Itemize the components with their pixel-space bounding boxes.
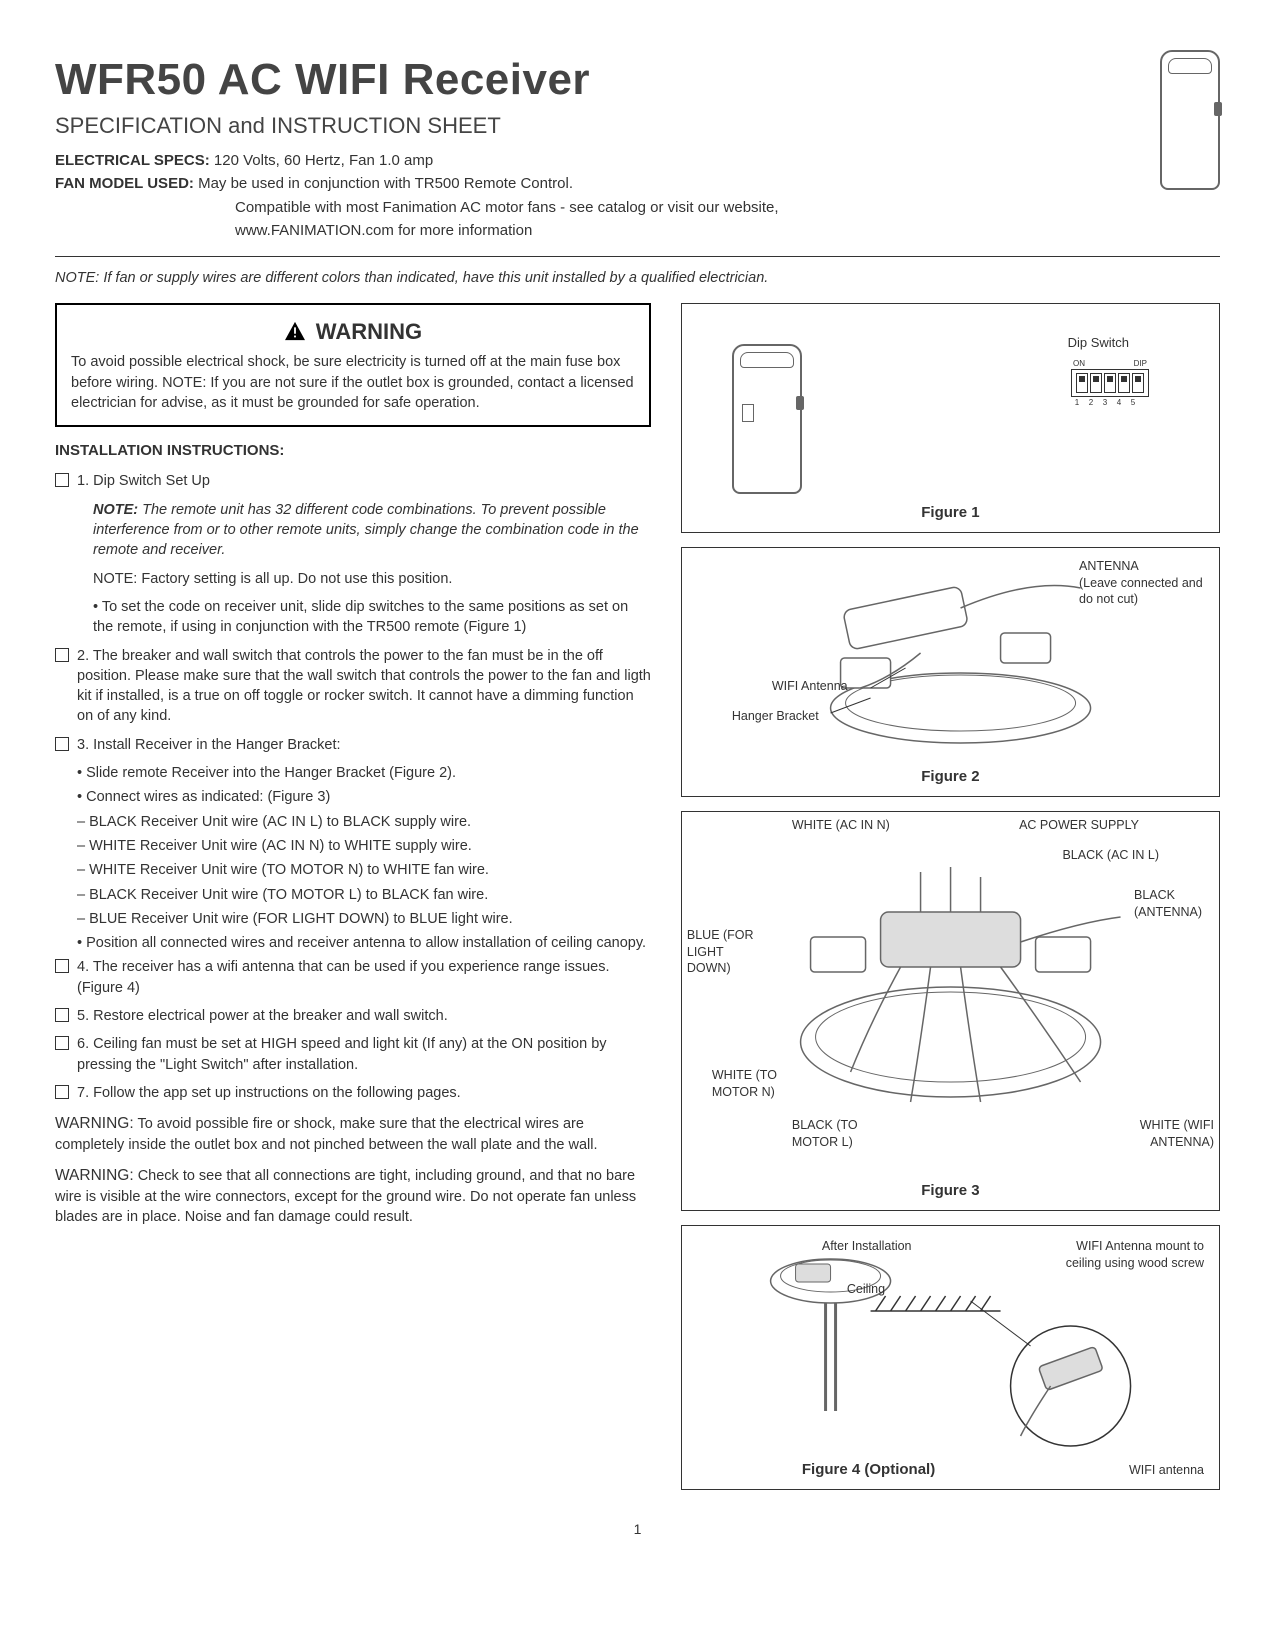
step-3: 3. Install Receiver in the Hanger Bracke… [55,735,651,755]
figure-3-caption: Figure 3 [682,1181,1219,1201]
step-7-text: 7. Follow the app set up instructions on… [77,1083,651,1103]
checkbox-7[interactable] [55,1085,69,1099]
warning-body: To avoid possible electrical shock, be s… [71,352,635,413]
warning-text-2: Check to see that all connections are ti… [55,1168,636,1225]
bottom-warning-1: WARNING: To avoid possible fire or shock… [55,1113,651,1155]
checkbox-3[interactable] [55,737,69,751]
step-3-d5: – BLUE Receiver Unit wire (FOR LIGHT DOW… [55,909,651,929]
specs-label: ELECTRICAL SPECS: [55,152,210,169]
step-1-note: NOTE: The remote unit has 32 different c… [55,500,651,561]
step-3-d4: – BLACK Receiver Unit wire (TO MOTOR L) … [55,885,651,905]
step-1-note-text: The remote unit has 32 different code co… [93,502,639,559]
warning-icon [284,321,306,341]
step-3-b1: • Slide remote Receiver into the Hanger … [55,763,651,783]
step-1-title: 1. Dip Switch Set Up [77,471,651,491]
dip-on-label: ON [1073,359,1085,370]
checkbox-6[interactable] [55,1036,69,1050]
checkbox-4[interactable] [55,959,69,973]
ceiling-callout: Ceiling [847,1281,885,1298]
warning-box: WARNING To avoid possible electrical sho… [55,303,651,428]
ac-power-callout: AC POWER SUPPLY [1019,817,1139,834]
black-acin-callout: BLACK (AC IN L) [1062,847,1159,864]
header: WFR50 AC WIFI Receiver SPECIFICATION and… [55,50,1220,244]
step-2: 2. The breaker and wall switch that cont… [55,646,651,727]
warning-title: WARNING [316,317,422,347]
white-acin-callout: WHITE (AC IN N) [792,817,890,834]
install-title: INSTALLATION INSTRUCTIONS: [55,441,651,461]
figure-4-caption: Figure 4 (Optional) [802,1460,935,1480]
main-columns: WARNING To avoid possible electrical sho… [55,303,1220,1490]
fan-label: FAN MODEL USED: [55,175,194,192]
electrical-specs-line: ELECTRICAL SPECS: 120 Volts, 60 Hertz, F… [55,151,1160,171]
divider [55,256,1220,257]
step-1-factory: NOTE: Factory setting is all up. Do not … [55,569,651,589]
after-install-callout: After Installation [822,1238,912,1255]
warning-text-1: To avoid possible fire or shock, make su… [55,1116,598,1153]
note-label: NOTE: [93,502,138,518]
figure-3-diagram [692,822,1209,1162]
step-3-text: 3. Install Receiver in the Hanger Bracke… [77,735,651,755]
specs-value: 120 Volts, 60 Hertz, Fan 1.0 amp [214,152,433,169]
step-6: 6. Ceiling fan must be set at HIGH speed… [55,1034,651,1075]
right-column: Dip Switch ON DIP 12345 Figure 1 [681,303,1220,1490]
white-wifi-callout: WHITE (WIFI ANTENNA) [1104,1117,1214,1151]
step-3-b2: • Connect wires as indicated: (Figure 3) [55,787,651,807]
checkbox-5[interactable] [55,1008,69,1022]
top-note: NOTE: If fan or supply wires are differe… [55,269,1220,289]
figure-2-caption: Figure 2 [682,767,1219,787]
note-label: NOTE: [55,270,99,286]
figure-4: After Installation WIFI Antenna mount to… [681,1225,1220,1490]
dip-switch-label: Dip Switch [1068,334,1129,352]
wifi-antenna-callout: WIFI Antenna [772,678,848,695]
figure-2: ANTENNA (Leave connected and do not cut)… [681,547,1220,797]
step-2-text: 2. The breaker and wall switch that cont… [77,646,651,727]
step-4-text: 4. The receiver has a wifi antenna that … [77,957,651,998]
hanger-bracket-callout: Hanger Bracket [732,708,819,725]
step-7: 7. Follow the app set up instructions on… [55,1083,651,1103]
white-motor-callout: WHITE (TO MOTOR N) [712,1067,807,1101]
header-text: WFR50 AC WIFI Receiver SPECIFICATION and… [55,50,1160,244]
black-antenna-callout: BLACK (ANTENNA) [1134,887,1214,921]
black-motor-callout: BLACK (TO MOTOR L) [792,1117,887,1151]
step-3-d2: – WHITE Receiver Unit wire (AC IN N) to … [55,836,651,856]
warning-title-row: WARNING [71,317,635,347]
left-column: WARNING To avoid possible electrical sho… [55,303,651,1490]
blue-light-callout: BLUE (FOR LIGHT DOWN) [687,927,762,978]
step-3-b3: • Position all connected wires and recei… [55,933,651,953]
dip-dip-label: DIP [1134,359,1147,370]
figure-1-caption: Figure 1 [682,503,1219,523]
step-5: 5. Restore electrical power at the break… [55,1006,651,1026]
dip-switch-icon [1071,369,1149,397]
fan-model-line: FAN MODEL USED: May be used in conjuncti… [55,174,1160,194]
antenna-callout: ANTENNA (Leave connected and do not cut) [1079,558,1209,609]
checkbox-2[interactable] [55,648,69,662]
checkbox-1[interactable] [55,473,69,487]
bottom-warning-2: WARNING: Check to see that all connectio… [55,1165,651,1227]
page-title: WFR50 AC WIFI Receiver [55,50,1160,109]
figure-3: WHITE (AC IN N) AC POWER SUPPLY BLACK (A… [681,811,1220,1211]
step-5-text: 5. Restore electrical power at the break… [77,1006,651,1026]
compat-line-1: Compatible with most Fanimation AC motor… [55,198,1160,218]
note-text: If fan or supply wires are different col… [103,270,768,286]
step-6-text: 6. Ceiling fan must be set at HIGH speed… [77,1034,651,1075]
step-3-d1: – BLACK Receiver Unit wire (AC IN L) to … [55,812,651,832]
warning-label-1: WARNING: [55,1115,134,1132]
fan-value: May be used in conjunction with TR500 Re… [198,175,573,192]
step-1: 1. Dip Switch Set Up [55,471,651,491]
page-number: 1 [55,1520,1220,1539]
compat-line-2: www.FANIMATION.com for more information [55,221,1160,241]
wifi-antenna-callout-f4: WIFI antenna [1129,1462,1204,1479]
figure-1: Dip Switch ON DIP 12345 Figure 1 [681,303,1220,533]
warning-label-2: WARNING: [55,1167,134,1184]
receiver-icon [1160,50,1220,190]
page-subtitle: SPECIFICATION and INSTRUCTION SHEET [55,111,1160,141]
wifi-mount-callout: WIFI Antenna mount to ceiling using wood… [1064,1238,1204,1272]
step-3-d3: – WHITE Receiver Unit wire (TO MOTOR N) … [55,860,651,880]
step-1-bullet: • To set the code on receiver unit, slid… [55,597,651,638]
step-4: 4. The receiver has a wifi antenna that … [55,957,651,998]
